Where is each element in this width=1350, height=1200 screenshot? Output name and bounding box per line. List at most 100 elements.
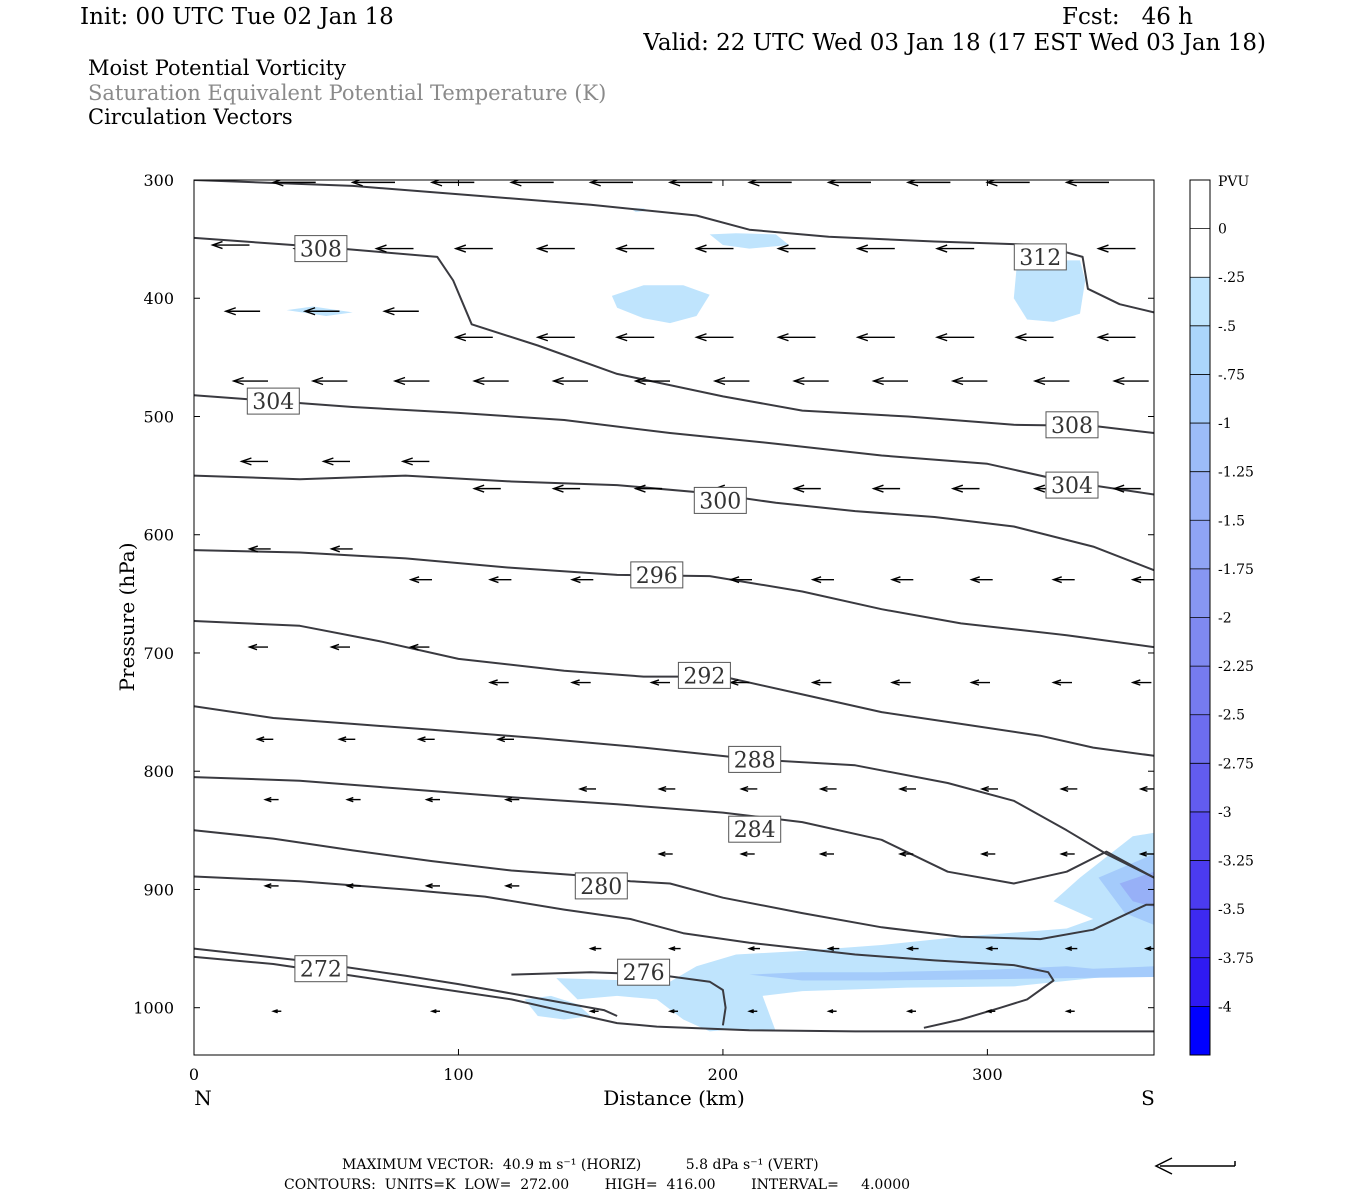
circulation-vector-11-7 bbox=[1051, 679, 1072, 686]
circulation-vector-13-6 bbox=[1059, 785, 1078, 792]
circulation-vector-18-5 bbox=[826, 1009, 837, 1014]
y-tick-label-900: 900 bbox=[143, 880, 174, 899]
circulation-vector-5-5 bbox=[633, 376, 670, 386]
theta-e-contour-300-9 bbox=[194, 474, 1154, 572]
theta-e-contour-292-7 bbox=[194, 620, 1154, 757]
svg-text:276: 276 bbox=[623, 961, 665, 986]
circulation-vector-4-0 bbox=[453, 333, 493, 342]
colorbar-cell-1 bbox=[1190, 228, 1210, 278]
colorbar-level-10: -2.5 bbox=[1218, 708, 1245, 724]
circulation-vector-13-2 bbox=[739, 785, 758, 792]
circulation-vector-9-4 bbox=[728, 576, 752, 584]
contour-label-280-10: 280 bbox=[574, 872, 628, 900]
north-end-label: N bbox=[194, 1086, 212, 1110]
colorbar-cell-0 bbox=[1190, 180, 1210, 229]
colorbar-cell-5 bbox=[1190, 423, 1210, 472]
circulation-vector-17-7 bbox=[1143, 946, 1154, 952]
svg-text:308: 308 bbox=[1051, 414, 1093, 439]
field-title-vectors: Circulation Vectors bbox=[88, 105, 293, 129]
circulation-vector-7-8 bbox=[1112, 484, 1141, 493]
footer-contours: CONTOURS: UNITS=K LOW= 272.00 HIGH= 416.… bbox=[284, 1177, 911, 1193]
circulation-vector-17-3 bbox=[826, 946, 840, 952]
colorbar-cell-7 bbox=[1190, 520, 1210, 570]
circulation-vector-3-2 bbox=[382, 307, 419, 316]
circulation-vector-16-0 bbox=[263, 883, 279, 889]
circulation-vector-17-0 bbox=[588, 946, 602, 952]
circulation-vector-2-4 bbox=[615, 244, 655, 253]
circulation-vector-14-0 bbox=[263, 796, 279, 803]
contour-label-312-1: 312 bbox=[1013, 243, 1067, 271]
circulation-vector-6-1 bbox=[321, 457, 350, 466]
circulation-vector-5-0 bbox=[231, 376, 268, 386]
contour-label-304-5: 304 bbox=[1045, 471, 1099, 499]
circulation-vector-15-3 bbox=[897, 851, 914, 857]
circulation-vector-5-11 bbox=[1112, 376, 1149, 386]
circulation-vector-4-3 bbox=[694, 333, 734, 342]
colorbar-cell-10 bbox=[1190, 666, 1210, 716]
y-axis-label: Pressure (hPa) bbox=[115, 543, 139, 692]
circulation-vector-7-1 bbox=[551, 484, 581, 493]
circulation-vector-4-5 bbox=[855, 333, 895, 342]
x-tick-label-300: 300 bbox=[972, 1065, 1003, 1084]
circulation-vector-5-10 bbox=[1032, 376, 1070, 386]
circulation-vector-11-8 bbox=[1130, 679, 1152, 686]
svg-text:304: 304 bbox=[252, 390, 294, 415]
circulation-vector-4-4 bbox=[776, 333, 816, 342]
circulation-vector-3-0 bbox=[223, 307, 261, 316]
x-tick-label-100: 100 bbox=[443, 1065, 474, 1084]
pv-shade-region-7 bbox=[1013, 260, 1086, 322]
colorbar-level-16: -4 bbox=[1218, 999, 1232, 1015]
circulation-vector-9-6 bbox=[890, 576, 914, 584]
colorbar-cell-3 bbox=[1190, 325, 1210, 375]
colorbar-level-5: -1.25 bbox=[1218, 465, 1254, 481]
circulation-vector-4-2 bbox=[615, 333, 655, 342]
contour-label-304-2: 304 bbox=[246, 387, 300, 415]
circulation-vector-18-0 bbox=[271, 1009, 282, 1014]
x-axis-label: Distance (km) bbox=[603, 1086, 745, 1110]
svg-text:304: 304 bbox=[1051, 474, 1093, 499]
circulation-vector-10-1 bbox=[329, 643, 350, 651]
y-tick-label-1000: 1000 bbox=[133, 999, 174, 1018]
circulation-vector-9-9 bbox=[1130, 576, 1154, 584]
circulation-vector-11-1 bbox=[570, 679, 591, 686]
circulation-vector-6-0 bbox=[239, 457, 268, 466]
circulation-vector-5-3 bbox=[472, 376, 509, 386]
circulation-vector-17-6 bbox=[1064, 946, 1078, 952]
circulation-vector-11-2 bbox=[649, 679, 670, 686]
theta-e-contour-308-11 bbox=[194, 236, 1154, 434]
colorbar-level-7: -1.75 bbox=[1218, 562, 1254, 578]
circulation-vector-16-1 bbox=[345, 883, 361, 889]
colorbar-cell-9 bbox=[1190, 617, 1210, 667]
colorbar-level-4: -1 bbox=[1218, 416, 1232, 432]
theta-e-contour-284-5 bbox=[194, 776, 1154, 885]
circulation-vector-12-2 bbox=[416, 736, 435, 743]
contour-label-272-12: 272 bbox=[294, 955, 348, 983]
contour-label-288-8: 288 bbox=[728, 745, 782, 773]
circulation-vector-13-0 bbox=[577, 785, 596, 792]
svg-text:308: 308 bbox=[300, 238, 342, 263]
circulation-vector-9-5 bbox=[810, 576, 834, 584]
circulation-vector-14-2 bbox=[424, 796, 440, 803]
circulation-vector-18-1 bbox=[429, 1009, 440, 1014]
colorbar-cell-12 bbox=[1190, 763, 1210, 813]
circulation-vector-4-1 bbox=[535, 333, 575, 342]
colorbar-cell-16 bbox=[1190, 957, 1210, 1007]
circulation-vector-15-5 bbox=[1059, 851, 1075, 857]
circulation-vector-14-1 bbox=[345, 796, 361, 803]
pv-shade-region-6 bbox=[709, 233, 789, 249]
colorbar-cell-2 bbox=[1190, 277, 1210, 327]
pv-shade-region-5 bbox=[611, 285, 710, 324]
theta-e-contour-296-8 bbox=[194, 549, 1154, 649]
circulation-vector-10-2 bbox=[408, 643, 430, 651]
circulation-vector-13-4 bbox=[897, 785, 916, 792]
circulation-vector-2-1 bbox=[374, 244, 414, 253]
colorbar-cell-6 bbox=[1190, 471, 1210, 521]
circulation-vector-7-0 bbox=[472, 484, 501, 493]
colorbar-cell-8 bbox=[1190, 568, 1210, 618]
colorbar-cell-14 bbox=[1190, 860, 1210, 910]
circulation-vector-3-1 bbox=[302, 307, 340, 316]
circulation-vector-17-5 bbox=[985, 946, 998, 952]
circulation-vector-13-1 bbox=[657, 785, 676, 792]
header-forecast-hour: Fcst: 46 h bbox=[1062, 4, 1193, 30]
